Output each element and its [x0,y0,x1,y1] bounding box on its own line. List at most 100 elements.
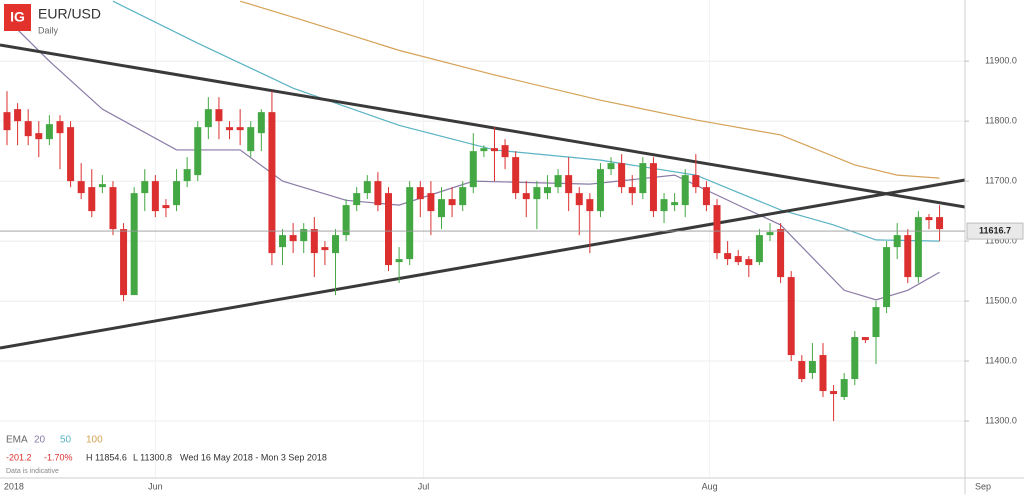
candle-body [787,277,795,356]
candle-body [607,163,615,170]
candle-body [310,229,318,254]
candle-body [88,187,96,212]
candle-body [724,253,732,260]
candle-body [77,181,85,194]
x-tick-label: Jul [418,481,430,491]
candle-body [45,124,53,140]
candle-body [120,229,128,296]
candle-body [448,199,456,206]
candle-body [840,379,848,398]
candle-body [490,148,498,152]
x-tick-label: Jun [148,481,163,491]
last-price-label: 11616.7 [979,225,1011,235]
candle-body [151,181,159,212]
candle-body [681,175,689,206]
candle-body [575,193,583,206]
legend-entry: 50 [60,435,72,446]
x-tick-label: 2018 [4,481,24,491]
candle-body [755,235,763,263]
legend-entry: 100 [86,435,103,446]
y-tick-label: 11800.0 [985,116,1017,126]
y-tick-label: 11600.0 [985,235,1017,245]
candle-body [14,109,22,122]
candle-body [173,181,181,206]
candle-body [24,121,32,137]
candle-body [734,256,742,263]
symbol: EUR/USD [38,6,101,22]
candle-body [522,193,530,200]
x-tick-label: Sep [975,481,991,491]
logo [4,4,31,31]
candle-body [649,163,657,212]
candle-body [289,235,297,242]
change: -201.2 [6,452,32,462]
candle-body [469,151,477,188]
candle-body [437,199,445,218]
candle-body [533,187,541,200]
x-tick-label: Aug [702,481,718,491]
candle-body [745,259,753,266]
candle-body [692,175,700,188]
candle-body [660,199,668,212]
candle-body [141,181,149,194]
candle-body [543,187,551,194]
y-tick-label: 11700.0 [985,175,1017,185]
candle-body [385,193,393,266]
candle-body [3,112,11,131]
candle-body [914,217,922,278]
change-pct: -1.70% [44,452,73,462]
ema-line [112,0,940,242]
candle-body [459,187,467,206]
logo-text: IG [10,9,25,25]
axes: 11300.0 11400.0 11500.0 11600.0 11700.0 11800… [4,56,1017,492]
candle-body [713,205,721,254]
candle-body [353,193,361,206]
candle-body [300,229,308,242]
candle-body [798,361,806,380]
candle-body [893,235,901,248]
candle-body [183,169,191,182]
candles [3,91,944,422]
candle-body [374,181,382,206]
last-price-box [966,222,1024,240]
candle-body [130,193,138,296]
candle-body [56,121,64,134]
ema-line [239,0,940,179]
trend-line [0,43,966,209]
indicator: EMA [6,435,28,446]
candle-body [671,202,679,206]
candle-body [395,259,403,263]
candle-body [194,127,202,176]
candle-body [67,127,75,182]
candle-body [554,175,562,188]
candle-body [702,187,710,206]
candle-body [628,187,636,194]
candle-body [204,109,212,128]
note: Data is indicative [6,468,59,475]
candle-body [618,163,626,188]
candle-body [236,127,244,131]
candle-body [268,112,276,254]
candle-body [279,235,287,248]
candle-body [904,235,912,278]
candle-body [565,175,573,194]
y-tick-label: 11900.0 [985,56,1017,66]
trend-line [0,178,966,350]
candle-body [363,181,371,194]
candle-body [215,109,223,122]
candle-body [808,361,816,374]
date-range: Wed 16 May 2018 - Mon 3 Sep 2018 [180,452,327,462]
y-tick-label: 11500.0 [985,295,1017,305]
candle-body [512,157,520,194]
candle-body [777,229,785,278]
candle-body [162,205,170,209]
candle-body [501,145,509,158]
candle-body [596,169,604,212]
candle-body [480,148,488,152]
candle-body [766,232,774,236]
legend: 20 50 100 [34,435,103,446]
y-tick-label: 11400.0 [985,355,1017,365]
candle-body [342,205,350,236]
